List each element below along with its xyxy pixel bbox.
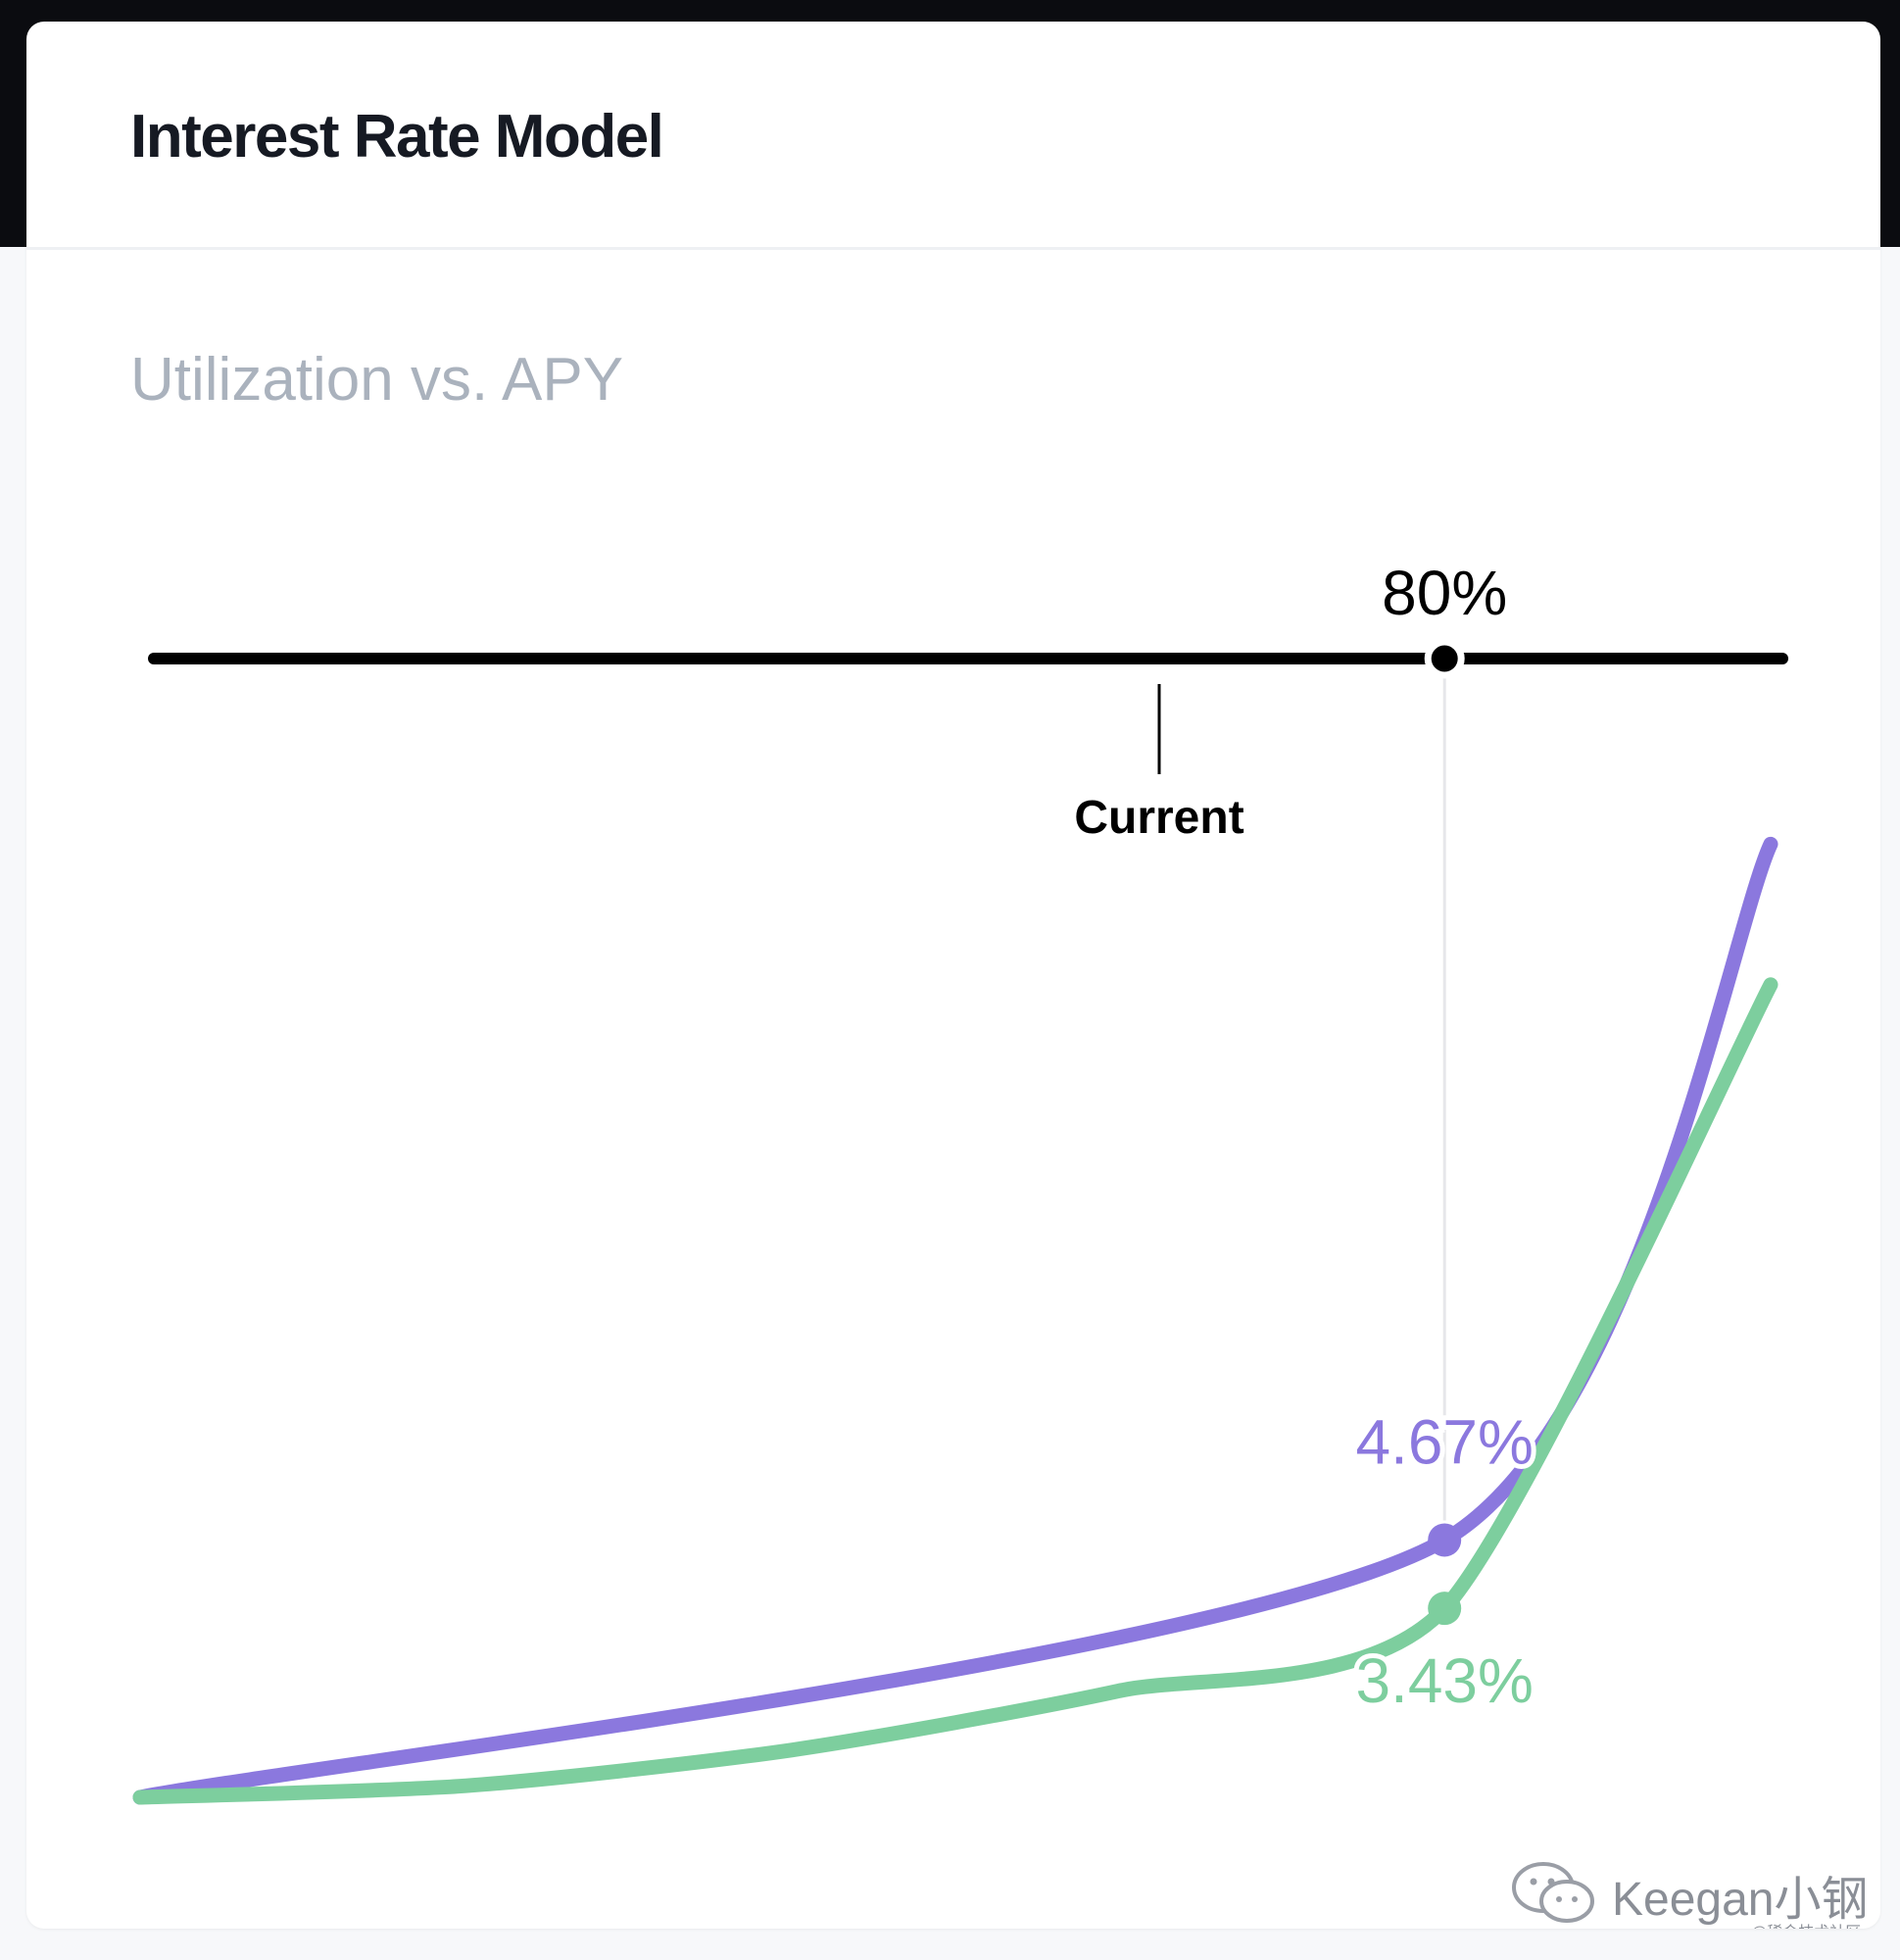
series-value-label-2: 3.43% (1355, 1645, 1533, 1716)
marker-layer: 4.67% 3.43% (1350, 1401, 1537, 1721)
current-utilization-label: Current (1074, 792, 1243, 844)
series-layer (132, 836, 1778, 1805)
interest-rate-model-card: Interest Rate Model Utilization vs. APY … (26, 22, 1880, 1929)
card-header: Interest Rate Model (26, 22, 1880, 250)
utilization-slider-handle[interactable] (1424, 638, 1465, 679)
chart-title: Utilization vs. APY (130, 346, 624, 414)
series-value-label-1: 4.67% (1355, 1406, 1533, 1477)
series-line-2 (132, 977, 1778, 1805)
watermark-text: Keegan小钢 (1612, 1874, 1869, 1926)
card-title: Interest Rate Model (130, 103, 664, 171)
wechat-icon (1512, 1862, 1594, 1923)
series-marker-1 (1428, 1523, 1462, 1557)
watermark-subtext: @稀金技术社区 (1751, 1919, 1861, 1929)
selected-utilization-label: 80% (1382, 558, 1507, 628)
utilization-apy-chart[interactable]: Current 4.67% 3.43% 80% (26, 22, 1880, 1929)
watermark: Keegan小钢 @稀金技术社区 (1506, 1854, 1880, 1929)
series-marker-2 (1428, 1592, 1462, 1626)
series-line-1 (132, 836, 1778, 1805)
